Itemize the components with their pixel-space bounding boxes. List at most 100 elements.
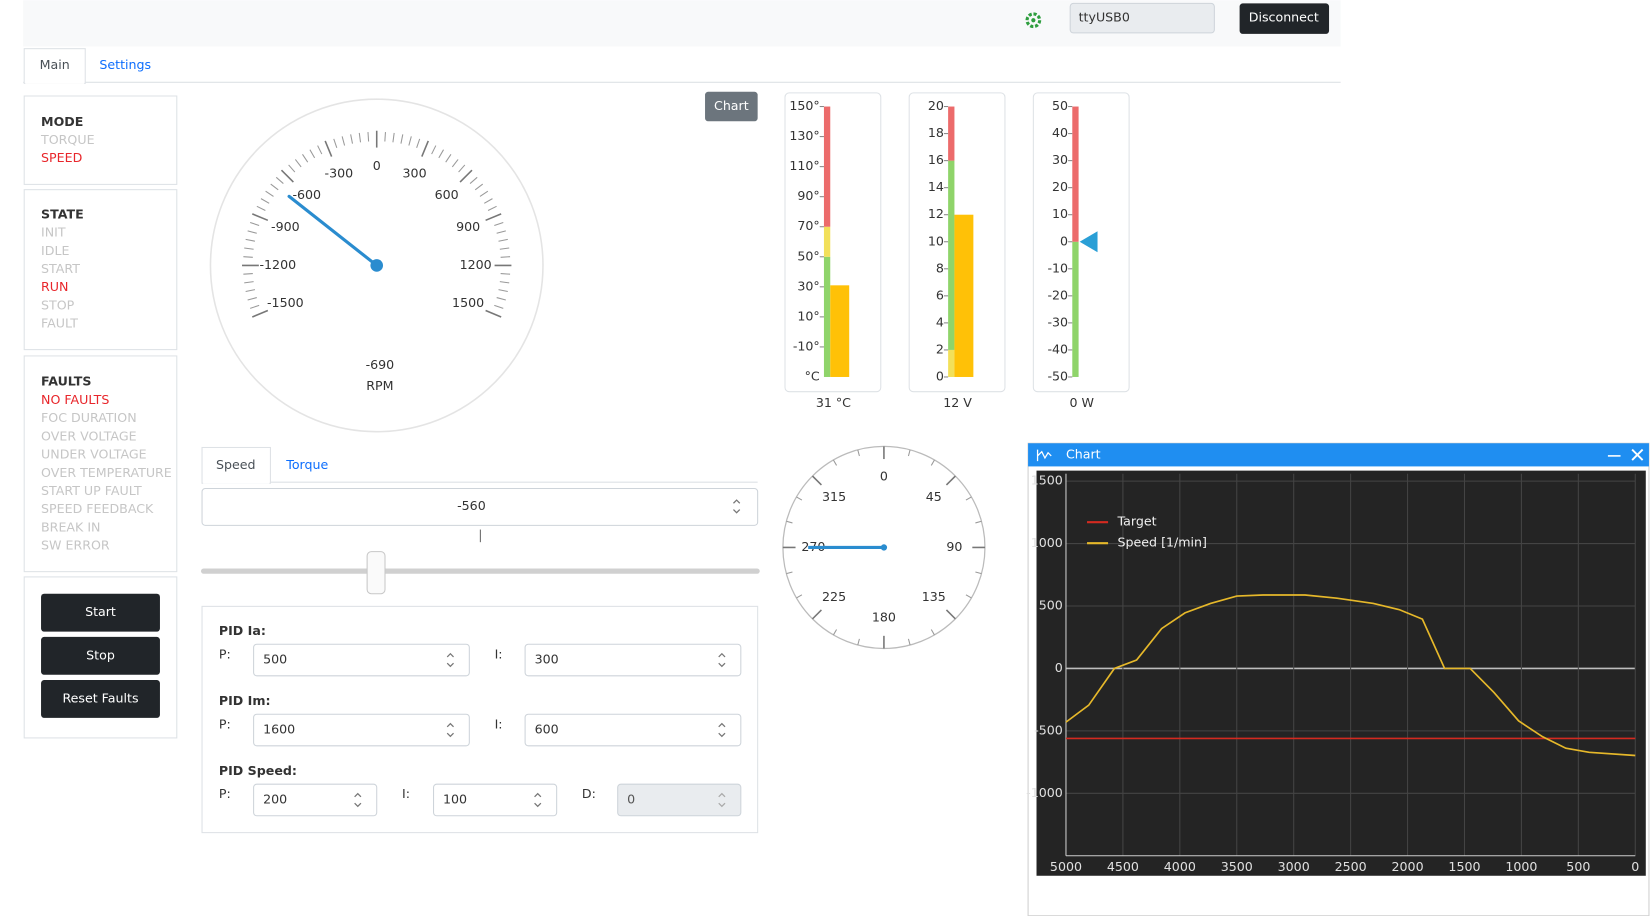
faults-item: OVER TEMPERATURE — [41, 465, 172, 480]
pid-input-value: 100 — [443, 791, 467, 806]
disconnect-button[interactable] — [1239, 3, 1330, 34]
spinner[interactable] — [534, 792, 542, 808]
pid-input-value: 300 — [535, 652, 559, 667]
tab-active — [23, 48, 86, 84]
dial-minor-tick — [930, 459, 935, 466]
dial-tick-label: 315 — [822, 489, 846, 504]
y-tick-label: 1000 — [1031, 535, 1063, 550]
gauge-minor-tick — [341, 136, 346, 146]
meter-zone — [823, 256, 831, 377]
gauge-tick-label: 1200 — [460, 257, 492, 272]
action-button[interactable] — [41, 636, 160, 675]
gauge-minor-tick — [400, 134, 404, 144]
gauge-minor-tick — [256, 205, 266, 211]
mode-title: MODE — [41, 114, 83, 129]
dial-minor-tick — [832, 459, 838, 466]
meter-zone — [948, 106, 955, 161]
gauge-minor-tick — [499, 281, 510, 284]
gauge-minor-tick — [333, 138, 338, 149]
pid-field-label: I: — [495, 646, 503, 661]
dial-hub — [880, 544, 888, 551]
setpoint-input[interactable] — [201, 487, 759, 526]
gauge-minor-tick — [260, 198, 270, 204]
pid-input[interactable] — [524, 713, 742, 747]
x-tick-label: 3000 — [1278, 859, 1310, 874]
gauge-minor-tick — [243, 256, 253, 258]
meter-tick-label: 14 — [928, 179, 944, 194]
faults-item: NO FAULTS — [41, 392, 109, 407]
gauge-minor-tick — [487, 205, 497, 211]
control-tab-active — [201, 446, 271, 484]
gauge-tick-label: -1500 — [267, 295, 304, 310]
pid-field-label: D: — [582, 786, 596, 801]
dial-minor-tick — [975, 520, 982, 524]
spinner[interactable] — [718, 652, 726, 668]
main-tab[interactable]: Main — [40, 57, 70, 72]
dial-minor-tick — [907, 449, 911, 457]
control-tab[interactable]: Speed — [216, 457, 256, 472]
pid-field-label: I: — [495, 716, 503, 731]
gauge-minor-tick — [270, 183, 279, 191]
pid-input-value: 0 — [627, 791, 635, 806]
disconnect-label: Disconnect — [1249, 10, 1319, 25]
legend-label: Speed [1/min] — [1118, 535, 1207, 550]
chart-window-titlebar — [1028, 443, 1649, 467]
pid-input-value: 600 — [535, 722, 559, 737]
spinner[interactable] — [718, 792, 726, 808]
x-tick-label: 500 — [1566, 859, 1590, 874]
state-item: IDLE — [41, 243, 69, 258]
chart-button[interactable] — [705, 91, 758, 122]
meter-tick-label: 8 — [936, 260, 944, 275]
pid-input[interactable] — [524, 643, 742, 677]
series-line — [1065, 594, 1636, 757]
spinner[interactable] — [733, 499, 741, 514]
pid-input[interactable] — [433, 783, 558, 817]
gauge-minor-tick — [350, 134, 354, 144]
spinner[interactable] — [718, 722, 726, 738]
x-tick-label: 2500 — [1335, 859, 1367, 874]
meter-tick-label: 110° — [789, 158, 819, 173]
meter-tick-label: 6 — [936, 287, 944, 302]
gauge-minor-tick — [317, 145, 323, 155]
gauge-major-tick — [485, 213, 502, 222]
state-panel — [23, 189, 178, 351]
dial-tick-label: 0 — [880, 468, 888, 483]
gauge-tick-label: 1500 — [452, 295, 484, 310]
pid-input[interactable] — [253, 783, 378, 817]
pid-input-value: 1600 — [263, 722, 295, 737]
port-input[interactable] — [1069, 2, 1215, 34]
faults-item: START UP FAULT — [41, 483, 142, 498]
spinner[interactable] — [446, 722, 454, 738]
spinner[interactable] — [354, 792, 362, 808]
pid-input[interactable] — [253, 713, 470, 747]
pid-field-label: P: — [219, 786, 231, 801]
meter-value: 31 °C — [816, 395, 851, 410]
meter-zone — [948, 349, 955, 377]
main-tab[interactable]: Settings — [99, 57, 151, 72]
gauge-minor-tick — [469, 176, 478, 184]
x-tick-label: 3500 — [1221, 859, 1253, 874]
slider-thumb[interactable] — [366, 551, 386, 595]
meter-tick-label: 70° — [797, 218, 819, 233]
gauge-major-tick — [280, 169, 294, 183]
gauge-minor-tick — [288, 164, 296, 173]
meter-zone — [823, 226, 831, 257]
control-tab[interactable]: Torque — [285, 457, 328, 472]
gauge-minor-tick — [244, 281, 254, 284]
gauge-tick-label: 600 — [435, 187, 459, 202]
slider-track[interactable] — [200, 568, 760, 574]
gauge-minor-tick — [294, 159, 302, 168]
meter-tick-label: 30 — [1052, 152, 1068, 167]
gauge-minor-tick — [250, 221, 260, 227]
pid-input[interactable] — [253, 643, 470, 677]
meter-tick-label: 16 — [928, 152, 944, 167]
gauge-minor-tick — [483, 198, 493, 204]
action-button-label: Stop — [86, 647, 115, 662]
gauge-minor-tick — [367, 132, 370, 142]
action-button[interactable] — [41, 680, 160, 718]
settings-gear[interactable] — [1025, 12, 1042, 29]
action-button[interactable] — [41, 593, 160, 632]
action-button-label: Reset Faults — [62, 690, 138, 705]
window-close[interactable] — [1631, 448, 1644, 461]
spinner[interactable] — [446, 652, 454, 668]
